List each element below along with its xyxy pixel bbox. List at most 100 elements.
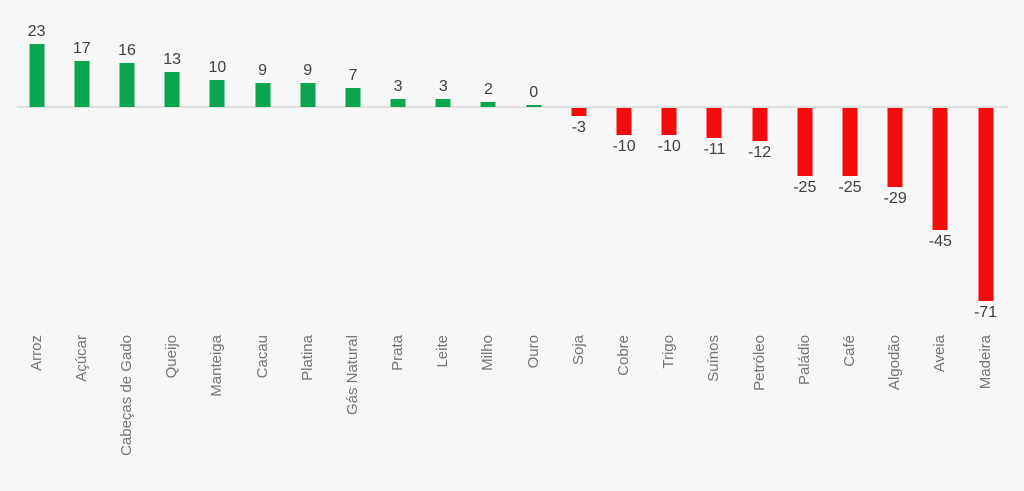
bar-value-label: -29	[883, 189, 907, 207]
bar-column: 23 Arroz	[14, 0, 59, 491]
category-label: Algodão	[886, 335, 904, 391]
bar-column: 10 Manteiga	[195, 0, 240, 491]
bar-column: 2 Milho	[466, 0, 511, 491]
category-label: Platina	[298, 335, 316, 381]
bar-column: -45 Aveia	[918, 0, 963, 491]
bar	[480, 101, 496, 107]
bar-value-label: -3	[571, 119, 586, 137]
category-label-area: Suínos	[692, 335, 737, 491]
bar-column: -25 Café	[827, 0, 872, 491]
category-label-area: Leite	[421, 335, 466, 491]
category-label: Manteiga	[208, 335, 226, 397]
bar-column: -12 Petróleo	[737, 0, 782, 491]
bar-value-label: 16	[118, 42, 136, 60]
category-label-area: Platina	[285, 335, 330, 491]
bar-column: -11 Suínos	[692, 0, 737, 491]
category-label-area: Manteiga	[195, 335, 240, 491]
bar-column: 7 Gás Natural	[330, 0, 375, 491]
bar-column: 9 Cacau	[240, 0, 285, 491]
zero-axis-line	[17, 106, 1008, 108]
category-label: Suínos	[705, 335, 723, 382]
bar-value-label: 13	[163, 50, 182, 68]
category-label: Aveia	[931, 335, 949, 373]
category-label-area: Trigo	[647, 335, 692, 491]
bar-column: 13 Queijo	[150, 0, 195, 491]
bar	[255, 82, 271, 107]
category-label: Leite	[434, 335, 452, 368]
category-label: Trigo	[660, 335, 678, 369]
bar-value-label: 9	[303, 61, 313, 79]
category-label-area: Petróleo	[737, 335, 782, 491]
bar-value-label: 9	[258, 61, 267, 79]
category-label: Petróleo	[750, 335, 768, 391]
category-label: Cobre	[615, 335, 633, 376]
bar-column: -10 Cobre	[601, 0, 646, 491]
bar	[209, 79, 225, 107]
bar-value-label: -25	[793, 179, 817, 196]
category-label-area: Gás Natural	[330, 335, 375, 491]
bar	[797, 108, 813, 176]
bar	[887, 108, 903, 187]
category-label: Ouro	[524, 335, 542, 369]
bar	[390, 98, 406, 107]
bar-value-label: 3	[393, 77, 403, 95]
bar	[119, 63, 135, 107]
bar	[164, 71, 180, 107]
bar-value-label: 10	[208, 58, 227, 76]
category-label-area: Cabeças de Gado	[104, 335, 149, 491]
bar	[74, 60, 90, 107]
category-label-area: Soja	[556, 335, 601, 491]
bar-value-label: 2	[484, 80, 493, 98]
bar	[752, 108, 768, 141]
bar	[706, 108, 722, 138]
category-label: Madeira	[976, 335, 994, 390]
bar-value-label: 0	[529, 84, 539, 101]
bar-value-label: 17	[72, 39, 91, 57]
category-label-area: Milho	[466, 335, 511, 491]
category-label: Café	[840, 335, 858, 367]
category-label-area: Queijo	[150, 335, 195, 491]
bar	[616, 108, 632, 136]
category-label-area: Ouro	[511, 335, 556, 491]
bar-value-label: -45	[928, 233, 952, 251]
category-label: Queijo	[163, 335, 181, 379]
bar	[29, 44, 45, 107]
bar-column: -10 Trigo	[647, 0, 692, 491]
bar	[978, 108, 994, 302]
bar	[661, 108, 677, 136]
category-label-area: Açúcar	[59, 335, 104, 491]
bar-value-label: 23	[27, 23, 46, 41]
bar	[932, 108, 948, 231]
category-label-area: Paládio	[782, 335, 827, 491]
category-label-area: Aveia	[918, 335, 963, 491]
category-label-area: Algodão	[873, 335, 918, 491]
category-label: Milho	[479, 335, 497, 371]
bar-column: -29 Algodão	[873, 0, 918, 491]
bar-column: -3 Soja	[556, 0, 601, 491]
bar-column: 3 Prata	[376, 0, 421, 491]
bar-column: 17 Açúcar	[59, 0, 104, 491]
bar-value-label: -10	[612, 138, 636, 156]
category-label: Prata	[389, 335, 407, 371]
bar	[842, 108, 858, 176]
bar-value-label: -12	[748, 143, 772, 161]
bar	[300, 82, 316, 107]
bar-value-label: -25	[838, 179, 862, 196]
bar-column: 3 Leite	[421, 0, 466, 491]
bar	[571, 108, 587, 117]
bar-column: 16 Cabeças de Gado	[104, 0, 149, 491]
bar	[435, 98, 451, 107]
bar-column: -25 Paládio	[782, 0, 827, 491]
category-label: Paládio	[795, 335, 813, 386]
bar-value-label: -11	[703, 140, 726, 158]
category-label-area: Arroz	[14, 335, 59, 491]
bar-value-label: -71	[973, 304, 998, 322]
bar-value-label: 7	[348, 66, 358, 84]
category-label: Açúcar	[72, 335, 90, 382]
category-label: Cabeças de Gado	[117, 335, 135, 456]
bar	[345, 87, 361, 107]
category-label: Soja	[569, 335, 587, 366]
category-label-area: Cobre	[601, 335, 646, 491]
